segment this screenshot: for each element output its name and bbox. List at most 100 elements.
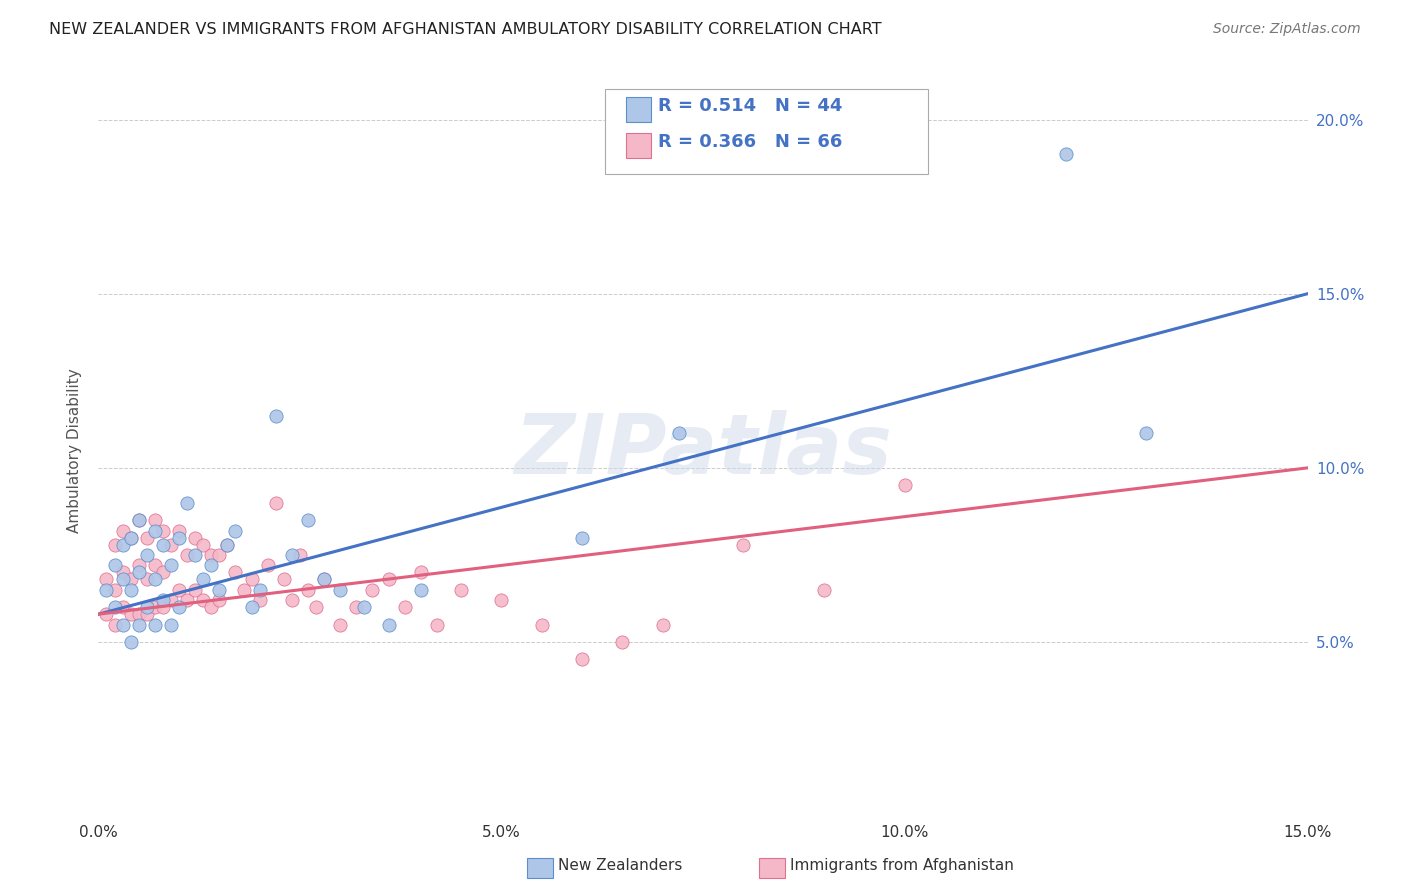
Point (193, 593, 215, 607)
Point (193, 572, 215, 586)
Point (200, 558, 222, 573)
Point (217, 537, 239, 551)
Point (184, 531, 207, 545)
Point (409, 566, 432, 580)
Point (1054, 147, 1077, 161)
Point (167, 582, 190, 597)
Point (176, 593, 198, 607)
Point (240, 572, 263, 586)
Point (1135, 425, 1157, 440)
Point (297, 582, 319, 597)
Point (152, 524, 174, 538)
Text: Source: ZipAtlas.com: Source: ZipAtlas.com (1213, 22, 1361, 37)
Point (152, 600, 174, 615)
Point (143, 572, 166, 586)
Point (612, 635, 634, 649)
Point (103, 558, 125, 573)
Point (111, 572, 134, 586)
Point (96, 607, 118, 622)
Point (530, 617, 553, 632)
Point (160, 593, 183, 607)
Point (281, 593, 304, 607)
Point (135, 607, 157, 622)
Point (128, 513, 150, 527)
Point (893, 478, 915, 492)
Point (733, 537, 755, 551)
Point (143, 617, 166, 632)
Point (128, 558, 150, 573)
Point (329, 617, 352, 632)
Point (111, 600, 134, 615)
Point (314, 572, 336, 586)
Point (128, 617, 150, 632)
Point (111, 524, 134, 538)
Point (377, 572, 399, 586)
Point (264, 496, 287, 510)
Point (651, 617, 673, 632)
Point (135, 600, 157, 615)
Point (288, 548, 311, 562)
Point (128, 566, 150, 580)
Point (128, 607, 150, 622)
Point (111, 566, 134, 580)
Point (273, 572, 295, 586)
Point (128, 513, 150, 527)
Point (143, 524, 166, 538)
Point (305, 600, 328, 615)
Point (450, 582, 472, 597)
Point (103, 617, 125, 632)
Point (167, 600, 190, 615)
Point (240, 600, 263, 615)
Point (152, 593, 174, 607)
Point (103, 537, 125, 551)
Point (329, 582, 352, 597)
Point (184, 582, 207, 597)
Point (208, 548, 231, 562)
Point (152, 537, 174, 551)
Point (297, 513, 319, 527)
Point (394, 600, 416, 615)
Point (232, 582, 254, 597)
Point (111, 537, 134, 551)
Point (353, 600, 375, 615)
Point (111, 617, 134, 632)
Text: NEW ZEALANDER VS IMMIGRANTS FROM AFGHANISTAN AMBULATORY DISABILITY CORRELATION C: NEW ZEALANDER VS IMMIGRANTS FROM AFGHANI… (49, 22, 882, 37)
Y-axis label: Ambulatory Disability: Ambulatory Disability (67, 368, 83, 533)
Point (143, 600, 166, 615)
Point (160, 617, 183, 632)
Point (184, 548, 207, 562)
Text: Immigrants from Afghanistan: Immigrants from Afghanistan (790, 858, 1014, 872)
Point (217, 537, 239, 551)
Point (264, 409, 287, 423)
Point (377, 617, 399, 632)
Point (120, 607, 142, 622)
Point (135, 548, 157, 562)
Point (176, 496, 198, 510)
Point (426, 617, 449, 632)
Text: ZIPatlas: ZIPatlas (515, 410, 891, 491)
Point (344, 600, 367, 615)
Point (200, 600, 222, 615)
Point (361, 582, 384, 597)
Point (160, 537, 183, 551)
Point (314, 572, 336, 586)
Point (200, 548, 222, 562)
Point (103, 582, 125, 597)
Point (135, 531, 157, 545)
Point (208, 593, 231, 607)
Point (120, 531, 142, 545)
Point (120, 531, 142, 545)
Point (249, 582, 271, 597)
Point (96, 572, 118, 586)
Point (224, 566, 246, 580)
Point (571, 531, 593, 545)
Text: New Zealanders: New Zealanders (558, 858, 682, 872)
Point (120, 635, 142, 649)
Point (167, 524, 190, 538)
Point (96, 582, 118, 597)
Point (224, 524, 246, 538)
Point (103, 600, 125, 615)
Point (135, 572, 157, 586)
Point (193, 537, 215, 551)
Point (668, 425, 690, 440)
